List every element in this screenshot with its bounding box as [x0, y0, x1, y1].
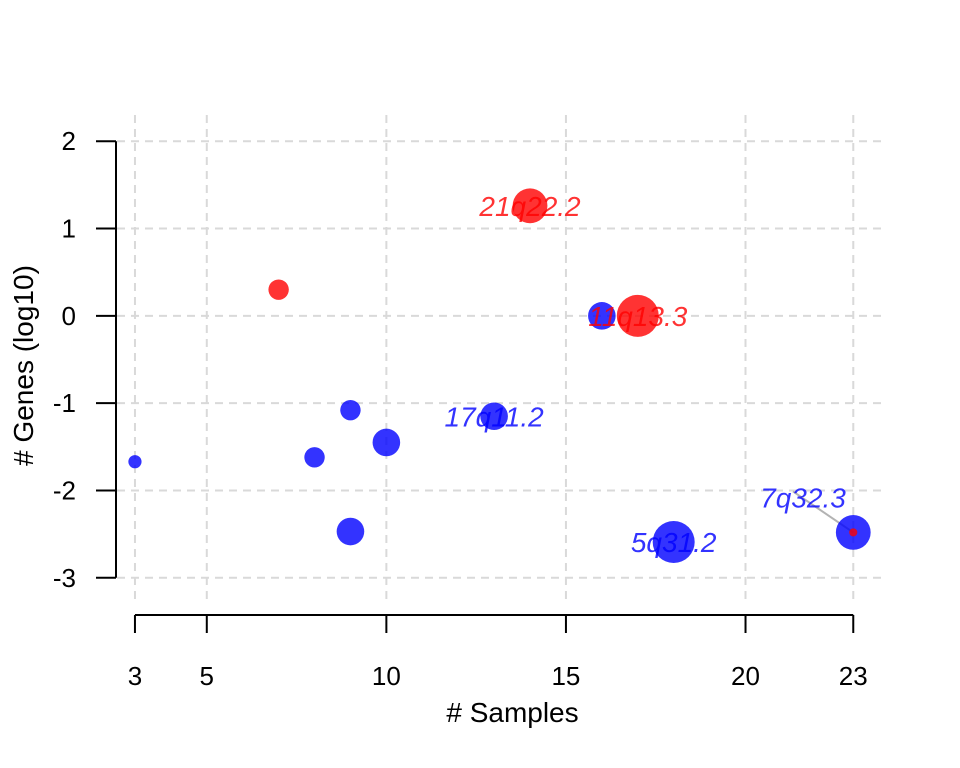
point-label: 17q11.2 — [445, 401, 545, 432]
data-points — [128, 188, 871, 564]
y-tick-label: 0 — [62, 301, 76, 331]
grid-lines — [117, 115, 882, 604]
data-point — [849, 528, 858, 537]
y-tick-label: -2 — [53, 475, 76, 505]
data-point — [128, 455, 142, 469]
data-point — [512, 188, 548, 224]
x-tick-label: 10 — [372, 661, 401, 691]
x-tick-label: 3 — [128, 661, 142, 691]
x-axis: 3 5 10 15 20 23 — [128, 614, 868, 691]
x-tick-label: 20 — [731, 661, 760, 691]
data-point — [268, 279, 289, 300]
y-tick-label: 2 — [62, 126, 76, 156]
y-axis-title: # Genes (log10) — [8, 265, 39, 466]
data-point — [372, 428, 401, 457]
data-point — [588, 302, 616, 330]
x-tick-label: 15 — [551, 661, 580, 691]
x-tick-label: 5 — [200, 661, 214, 691]
y-axis: -3 -2 -1 0 1 2 — [53, 126, 117, 593]
point-label: 7q32.3 — [760, 482, 846, 513]
data-point — [480, 402, 508, 431]
point-labels: 21q22.2 11q13.3 17q11.2 5q31.2 7q32.3 — [445, 191, 847, 558]
data-point — [340, 399, 361, 421]
y-tick-label: -3 — [53, 563, 76, 593]
point-label: 5q31.2 — [631, 527, 717, 558]
data-point — [336, 517, 365, 546]
y-tick-label: 1 — [62, 214, 76, 244]
y-tick-label: -1 — [53, 388, 76, 418]
x-axis-title: # Samples — [446, 697, 578, 728]
point-label: 21q22.2 — [478, 191, 581, 222]
data-point — [652, 521, 695, 564]
data-point — [304, 447, 325, 468]
point-label: 11q13.3 — [588, 301, 688, 332]
data-point — [616, 294, 659, 337]
x-tick-label: 23 — [839, 661, 868, 691]
